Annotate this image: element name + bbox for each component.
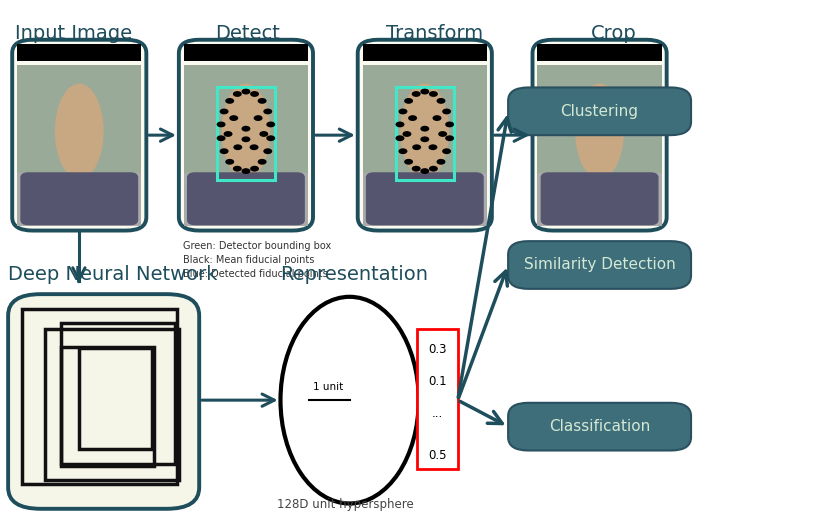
Text: Classification: Classification: [549, 419, 650, 434]
Circle shape: [241, 168, 250, 174]
FancyBboxPatch shape: [417, 329, 458, 469]
Circle shape: [220, 109, 228, 114]
Circle shape: [420, 89, 429, 94]
Circle shape: [428, 144, 437, 150]
Circle shape: [395, 121, 404, 127]
Circle shape: [429, 166, 438, 172]
Text: 0.3: 0.3: [428, 343, 446, 356]
Ellipse shape: [55, 84, 104, 179]
Circle shape: [233, 91, 241, 97]
Circle shape: [229, 115, 238, 121]
FancyBboxPatch shape: [184, 65, 308, 226]
FancyBboxPatch shape: [363, 44, 487, 61]
Circle shape: [442, 109, 451, 114]
FancyBboxPatch shape: [537, 44, 662, 61]
Circle shape: [254, 115, 263, 121]
FancyBboxPatch shape: [358, 40, 492, 231]
Circle shape: [216, 135, 225, 141]
Circle shape: [395, 135, 404, 141]
Text: ...: ...: [432, 407, 443, 420]
FancyBboxPatch shape: [533, 40, 667, 231]
FancyBboxPatch shape: [508, 403, 691, 450]
FancyBboxPatch shape: [8, 294, 199, 509]
Circle shape: [225, 159, 234, 165]
Ellipse shape: [576, 84, 624, 179]
FancyBboxPatch shape: [363, 65, 487, 226]
Circle shape: [233, 166, 241, 172]
Circle shape: [258, 98, 267, 104]
Circle shape: [446, 121, 454, 127]
Ellipse shape: [400, 84, 449, 179]
Circle shape: [250, 91, 259, 97]
Circle shape: [258, 159, 267, 165]
FancyBboxPatch shape: [366, 172, 484, 225]
FancyBboxPatch shape: [17, 65, 141, 226]
Text: 128D unit hypersphere: 128D unit hypersphere: [277, 498, 414, 511]
Circle shape: [241, 89, 250, 94]
Circle shape: [420, 126, 429, 131]
Circle shape: [398, 148, 407, 154]
Text: Transform: Transform: [386, 24, 484, 43]
FancyBboxPatch shape: [12, 40, 146, 231]
Circle shape: [402, 131, 411, 137]
FancyBboxPatch shape: [17, 65, 141, 173]
Circle shape: [404, 159, 413, 165]
Circle shape: [263, 148, 272, 154]
Circle shape: [420, 168, 429, 174]
FancyBboxPatch shape: [17, 44, 141, 61]
Text: 0.5: 0.5: [428, 449, 446, 462]
FancyBboxPatch shape: [537, 65, 662, 226]
Circle shape: [241, 126, 250, 131]
FancyBboxPatch shape: [508, 87, 691, 135]
Circle shape: [263, 109, 272, 114]
Text: Input Image: Input Image: [15, 24, 132, 43]
Text: Deep Neural Network: Deep Neural Network: [8, 264, 218, 284]
Circle shape: [250, 144, 259, 150]
FancyBboxPatch shape: [187, 172, 305, 225]
FancyBboxPatch shape: [184, 44, 308, 61]
Circle shape: [411, 91, 420, 97]
Circle shape: [442, 148, 451, 154]
Circle shape: [233, 144, 242, 150]
Text: 1 unit: 1 unit: [313, 382, 343, 392]
Circle shape: [411, 166, 420, 172]
Circle shape: [225, 98, 234, 104]
Circle shape: [433, 115, 441, 121]
Circle shape: [250, 166, 259, 172]
Text: 0.1: 0.1: [428, 375, 446, 388]
FancyBboxPatch shape: [508, 241, 691, 289]
FancyBboxPatch shape: [184, 65, 308, 173]
FancyBboxPatch shape: [537, 65, 662, 173]
Circle shape: [437, 159, 446, 165]
Circle shape: [220, 148, 228, 154]
Ellipse shape: [280, 297, 419, 504]
Ellipse shape: [221, 84, 270, 179]
Circle shape: [438, 131, 447, 137]
Text: Representation: Representation: [280, 264, 428, 284]
Circle shape: [437, 98, 446, 104]
Text: Similarity Detection: Similarity Detection: [524, 258, 676, 272]
Circle shape: [404, 98, 413, 104]
Circle shape: [408, 115, 417, 121]
FancyBboxPatch shape: [179, 40, 313, 231]
FancyBboxPatch shape: [20, 172, 138, 225]
Text: Detect: Detect: [215, 24, 280, 43]
Circle shape: [267, 135, 276, 141]
Circle shape: [259, 131, 268, 137]
Circle shape: [429, 91, 438, 97]
Circle shape: [224, 131, 233, 137]
Text: Crop: Crop: [591, 24, 637, 43]
Circle shape: [412, 144, 421, 150]
Text: Clustering: Clustering: [561, 104, 638, 119]
Circle shape: [267, 121, 276, 127]
Text: Green: Detector bounding box
Black: Mean fiducial points
Blue: Detected fiducial: Green: Detector bounding box Black: Mean…: [183, 241, 331, 279]
Circle shape: [446, 135, 454, 141]
Circle shape: [420, 136, 429, 142]
Circle shape: [398, 109, 407, 114]
Circle shape: [241, 136, 250, 142]
FancyBboxPatch shape: [541, 172, 659, 225]
FancyBboxPatch shape: [363, 65, 487, 173]
Circle shape: [216, 121, 225, 127]
